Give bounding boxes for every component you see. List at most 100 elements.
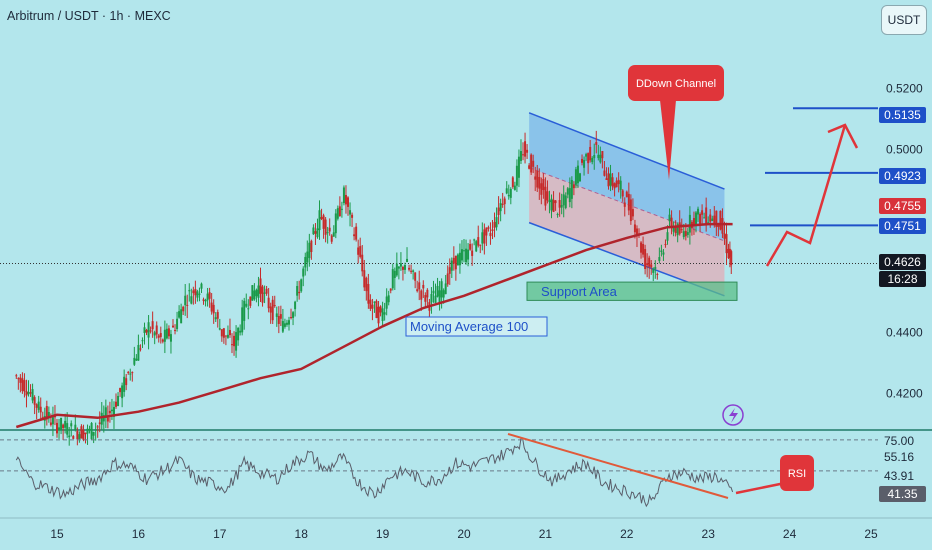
candle-body: [320, 217, 323, 219]
candle-body: [49, 422, 52, 425]
x-tick-label: 22: [620, 527, 634, 541]
candle-body: [212, 304, 215, 314]
projection-arrowhead: [827, 123, 859, 149]
candle-body: [31, 389, 34, 401]
candle-body: [517, 156, 520, 178]
candle-body: [96, 426, 99, 428]
countdown-tag: 16:28: [879, 271, 926, 287]
lightning-glyph: [729, 408, 738, 423]
candle-body: [501, 203, 504, 205]
candle-body: [485, 227, 488, 236]
candle-body: [220, 329, 223, 337]
candle-body: [497, 207, 500, 215]
candle-body: [522, 154, 525, 156]
candle-body: [558, 200, 561, 208]
candle-body: [267, 297, 270, 309]
candle-body: [725, 234, 728, 254]
channel-callout-label: DDown Channel: [636, 78, 716, 90]
candle-body: [448, 267, 451, 274]
candle-body: [82, 429, 85, 440]
candle-body: [349, 210, 352, 215]
candle-body: [703, 217, 706, 219]
candle-body: [631, 209, 634, 217]
candle-body: [127, 371, 130, 373]
candle-body: [231, 344, 234, 346]
candle-body: [72, 436, 75, 439]
candle-body: [450, 260, 453, 271]
rsi-callout-label: RSI: [788, 468, 806, 480]
candle-body: [255, 289, 258, 297]
candle-body: [98, 422, 101, 424]
candle-body: [406, 258, 409, 263]
candle-body: [35, 404, 38, 408]
candle-body: [530, 154, 533, 173]
candle-body: [78, 434, 81, 440]
candle-body: [721, 218, 724, 234]
candle-body: [648, 257, 651, 267]
candle-body: [355, 226, 358, 240]
candle-body: [271, 299, 274, 321]
candle-body: [591, 157, 594, 163]
candle-body: [108, 410, 111, 414]
candle-body: [507, 194, 510, 197]
candle-body: [727, 248, 730, 259]
candle-body: [434, 295, 437, 303]
candle-body: [595, 142, 598, 145]
candle-body: [609, 173, 612, 186]
candle-body: [473, 239, 476, 241]
candle-body: [642, 244, 645, 255]
candle-body: [391, 269, 394, 289]
candle-body: [469, 243, 472, 250]
candle-body: [385, 296, 388, 309]
rsi-trendline: [507, 433, 729, 499]
candle-body: [74, 424, 77, 430]
candle-body: [296, 285, 299, 296]
candle-body: [446, 273, 449, 285]
candle-body: [294, 301, 297, 310]
rsi-line: [15, 437, 734, 508]
candle-body: [379, 306, 382, 313]
candle-body: [576, 165, 579, 184]
candle-body: [723, 233, 726, 239]
candle-body: [625, 191, 628, 198]
candle-body: [397, 266, 400, 269]
candle-body: [182, 306, 185, 312]
candle-body: [263, 292, 266, 294]
candle-body: [139, 348, 142, 350]
candle-body: [233, 335, 236, 347]
candle-body: [363, 270, 366, 288]
candle-body: [701, 210, 704, 215]
candle-body: [532, 160, 535, 167]
level-tag-3: 0.4751: [879, 218, 926, 234]
currency-button[interactable]: USDT: [881, 5, 927, 35]
candle-body: [265, 288, 268, 294]
candle-body: [281, 321, 284, 332]
candle-body: [381, 308, 384, 322]
candle-body: [664, 244, 667, 246]
candle-body: [652, 269, 655, 273]
candle-body: [312, 227, 315, 235]
candle-body: [601, 151, 604, 159]
candle-body: [60, 417, 63, 430]
candles: [15, 130, 733, 446]
candle-body: [554, 200, 557, 204]
candle-body: [707, 222, 710, 224]
candle-body: [499, 203, 502, 212]
candle-body: [475, 241, 478, 252]
candle-body: [526, 149, 529, 153]
candle-body: [463, 250, 465, 252]
candle-body: [432, 290, 435, 294]
candle-body: [416, 289, 419, 292]
candle-body: [646, 263, 649, 266]
candle-body: [206, 293, 209, 301]
candle-body: [578, 173, 581, 182]
candle-body: [408, 267, 411, 270]
candle-body: [273, 305, 276, 307]
candle-body: [269, 306, 272, 313]
candle-body: [660, 250, 663, 252]
candle-body: [633, 224, 636, 233]
candle-body: [241, 307, 244, 333]
candle-body: [344, 194, 347, 205]
candle-body: [237, 327, 240, 341]
